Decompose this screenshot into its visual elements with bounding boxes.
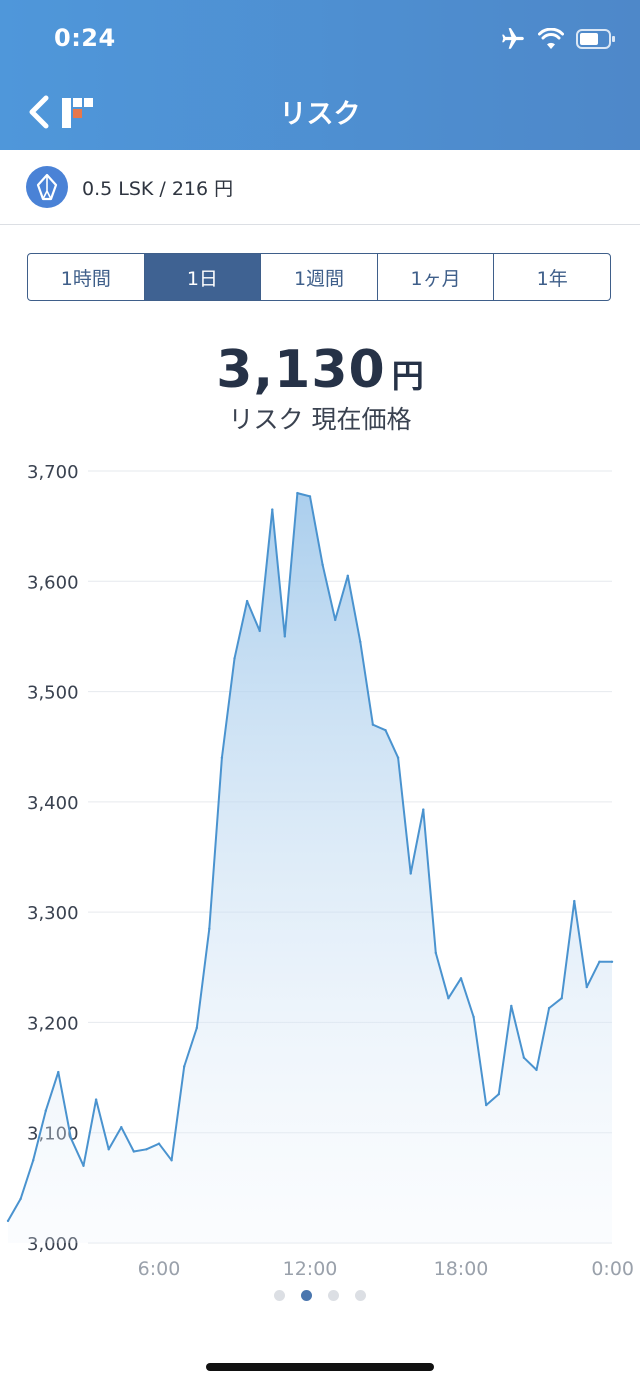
data-point — [459, 977, 463, 980]
app-header: 0:24 リスク — [0, 0, 640, 150]
data-point — [434, 951, 437, 955]
tab-1-month[interactable]: 1ヶ月 — [378, 254, 495, 300]
data-point — [308, 495, 312, 498]
data-point — [573, 899, 576, 903]
app-logo-icon — [62, 98, 93, 128]
data-point — [271, 508, 274, 511]
data-point — [6, 1219, 10, 1223]
asset-holding-text: 0.5 LSK / 216 円 — [82, 177, 234, 200]
data-point — [44, 1109, 47, 1112]
data-point — [69, 1137, 73, 1140]
status-icons — [500, 24, 616, 54]
data-point — [560, 997, 563, 1000]
data-point — [334, 618, 337, 622]
data-point — [32, 1159, 35, 1162]
data-point — [183, 1065, 186, 1068]
tab-1-week[interactable]: 1週間 — [261, 254, 378, 300]
data-point — [296, 491, 299, 495]
tab-1-day[interactable]: 1日 — [144, 254, 262, 300]
page-dot[interactable] — [274, 1290, 285, 1301]
y-tick-label: 3,600 — [27, 572, 79, 593]
data-point — [208, 927, 211, 930]
y-tick-label: 3,400 — [27, 793, 79, 814]
data-point — [396, 756, 400, 759]
x-tick-label: 6:00 — [138, 1258, 181, 1280]
data-point — [120, 1126, 123, 1129]
data-point — [107, 1148, 110, 1151]
y-tick-label: 3,700 — [27, 462, 79, 483]
data-point — [371, 723, 375, 726]
x-tick-label: 0:00 — [591, 1258, 634, 1280]
data-point — [245, 599, 249, 603]
y-tick-label: 3,200 — [27, 1013, 79, 1034]
price-value: 3,130 — [216, 340, 386, 400]
data-point — [195, 1026, 198, 1030]
data-point — [19, 1197, 22, 1201]
data-point — [598, 960, 601, 963]
data-point — [346, 574, 349, 577]
data-point — [132, 1150, 135, 1153]
page-dot[interactable] — [328, 1290, 339, 1301]
wifi-icon — [538, 28, 564, 49]
data-point — [510, 1004, 513, 1008]
data-point — [472, 1015, 475, 1019]
page-title: リスク — [279, 99, 361, 130]
data-point — [409, 872, 412, 875]
page-indicator — [0, 1290, 640, 1301]
data-point — [233, 657, 236, 660]
data-point — [57, 1070, 60, 1074]
price-label: リスク 現在価格 — [228, 405, 412, 434]
period-tabs: 1時間 1日 1週間 1ヶ月 1年 — [27, 253, 611, 301]
price-chart[interactable]: 3,0003,1003,2003,3003,4003,5003,6003,700… — [0, 450, 640, 1290]
asset-summary-row: 0.5 LSK / 216 円 — [0, 150, 640, 225]
price-unit: 円 — [391, 357, 424, 395]
page-dot[interactable] — [355, 1290, 366, 1301]
airplane-icon — [502, 28, 524, 49]
status-time: 0:24 — [54, 24, 116, 52]
data-point — [447, 997, 450, 1000]
data-point — [585, 985, 588, 989]
current-price: 3,130 円 — [0, 340, 640, 400]
data-point — [485, 1103, 488, 1107]
y-tick-label: 3,300 — [27, 903, 79, 924]
page-dot-active[interactable] — [301, 1290, 312, 1301]
x-tick-label: 18:00 — [434, 1258, 489, 1280]
data-point — [145, 1148, 148, 1151]
x-tick-label: 12:00 — [283, 1258, 338, 1280]
tab-1-year[interactable]: 1年 — [536, 267, 568, 290]
data-point — [82, 1164, 85, 1167]
lisk-coin-icon — [26, 166, 68, 208]
data-point — [220, 756, 224, 759]
data-point — [422, 808, 425, 811]
data-point — [94, 1098, 98, 1101]
data-point — [283, 635, 286, 638]
data-point — [547, 1006, 551, 1010]
data-point — [610, 960, 614, 963]
data-point — [359, 640, 362, 644]
data-point — [321, 563, 324, 566]
data-point — [384, 729, 387, 732]
y-tick-label: 3,500 — [27, 683, 79, 704]
battery-icon — [576, 29, 615, 49]
data-point — [522, 1056, 526, 1059]
home-indicator — [206, 1363, 434, 1371]
data-point — [258, 629, 261, 633]
data-point — [157, 1142, 161, 1145]
back-icon[interactable] — [24, 92, 54, 132]
tab-1-hour[interactable]: 1時間 — [28, 254, 145, 300]
data-point — [535, 1068, 538, 1072]
data-point — [170, 1159, 173, 1162]
data-point — [497, 1092, 500, 1096]
price-area-fill — [8, 493, 612, 1244]
